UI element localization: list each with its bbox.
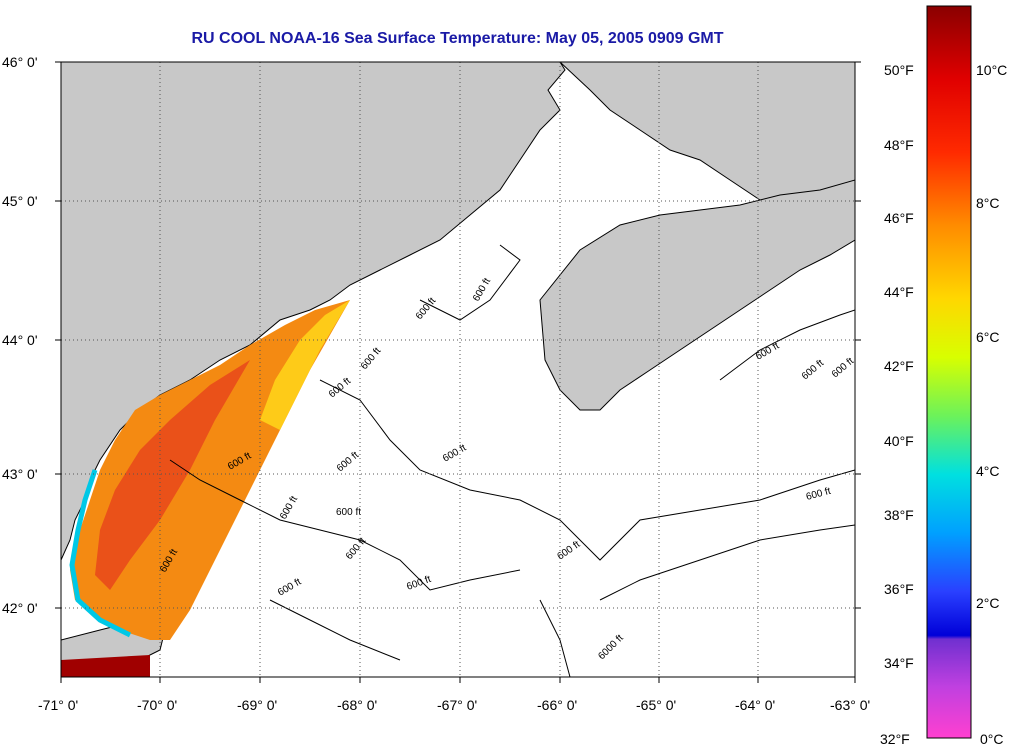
map-frame	[60, 61, 856, 678]
lat-label: 45° 0'	[2, 193, 38, 209]
longitude-labels: -71° 0' -70° 0' -69° 0' -68° 0' -67° 0' …	[38, 697, 870, 713]
lon-label: -68° 0'	[337, 697, 377, 713]
sst-bay-warm	[61, 655, 150, 677]
colorbar-f-label: 46°F	[884, 210, 914, 226]
colorbar-c-label: 8°C	[976, 195, 1000, 211]
colorbar-celsius-labels: 10°C 8°C 6°C 4°C 2°C 0°C	[976, 62, 1007, 747]
lat-label: 42° 0'	[2, 600, 38, 616]
sst-swath-cool-band	[260, 300, 350, 430]
colorbar-f-label: 32°F	[880, 731, 910, 747]
lat-label: 43° 0'	[2, 466, 38, 482]
lon-label: -66° 0'	[537, 697, 577, 713]
lon-label: -64° 0'	[735, 697, 775, 713]
colorbar-f-label: 50°F	[884, 62, 914, 78]
axis-ticks	[55, 61, 861, 683]
colorbar-f-label: 44°F	[884, 284, 914, 300]
lon-label: -63° 0'	[830, 697, 870, 713]
lon-label: -65° 0'	[636, 697, 676, 713]
colorbar-f-label: 34°F	[884, 655, 914, 671]
contour-label: 600 ft	[336, 507, 361, 518]
colorbar-c-label: 10°C	[976, 62, 1007, 78]
colorbar-f-label: 48°F	[884, 137, 914, 153]
colorbar-f-label: 40°F	[884, 433, 914, 449]
colorbar-f-label: 38°F	[884, 507, 914, 523]
lat-label: 44° 0'	[2, 332, 38, 348]
colorbar	[926, 5, 972, 739]
lat-label: 46° 0'	[2, 54, 38, 70]
sst-nearshore-cold	[69, 469, 132, 638]
lon-label: -70° 0'	[137, 697, 177, 713]
colorbar-c-label: 0°C	[980, 731, 1004, 747]
land-nova-scotia	[539, 179, 855, 411]
colorbar-c-label: 4°C	[976, 463, 1000, 479]
map-title: RU COOL NOAA-16 Sea Surface Temperature:…	[191, 30, 724, 47]
latitude-labels: 46° 0' 45° 0' 44° 0' 43° 0' 42° 0'	[2, 54, 38, 616]
colorbar-c-label: 6°C	[976, 329, 1000, 345]
lon-label: -71° 0'	[38, 697, 78, 713]
graticule	[61, 62, 855, 677]
colorbar-f-label: 42°F	[884, 358, 914, 374]
depth-contours	[169, 244, 855, 677]
colorbar-fahrenheit-labels: 50°F 48°F 46°F 44°F 42°F 40°F 38°F 36°F …	[880, 62, 914, 747]
colorbar-c-label: 2°C	[976, 595, 1000, 611]
colorbar-f-label: 36°F	[884, 581, 914, 597]
lon-label: -67° 0'	[437, 697, 477, 713]
sst-swath-warm-core	[95, 360, 250, 590]
map-area	[61, 62, 855, 677]
lon-label: -69° 0'	[237, 697, 277, 713]
